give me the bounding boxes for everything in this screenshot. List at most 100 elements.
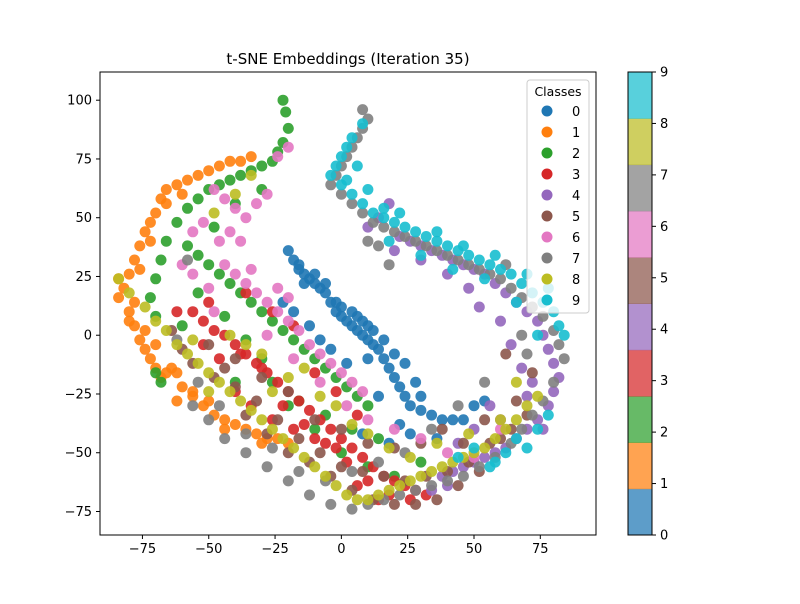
point-class-0 — [373, 343, 384, 355]
point-class-8 — [224, 386, 236, 398]
point-class-5 — [256, 372, 268, 383]
point-class-7 — [240, 428, 252, 440]
point-class-2 — [245, 296, 257, 308]
point-class-8 — [139, 301, 151, 313]
point-class-9 — [553, 320, 565, 332]
point-class-2 — [203, 259, 215, 271]
point-class-3 — [208, 325, 220, 336]
point-class-9 — [410, 226, 422, 238]
legend-label-9: 9 — [572, 294, 580, 309]
point-class-6 — [272, 306, 284, 318]
colorbar-segment-6 — [628, 210, 652, 258]
y-axis: −75 −50 −25 0 25 50 75 100 — [65, 94, 100, 520]
point-class-9 — [457, 240, 469, 252]
point-class-7 — [346, 198, 358, 210]
point-class-3 — [288, 423, 300, 435]
point-class-8 — [203, 386, 215, 398]
point-class-8 — [510, 414, 522, 426]
y-tick-label: −25 — [65, 387, 92, 402]
point-class-8 — [314, 390, 326, 402]
point-class-1 — [160, 184, 172, 195]
point-class-5 — [229, 353, 241, 365]
point-class-3 — [330, 442, 342, 454]
point-class-1 — [144, 216, 156, 228]
point-class-6 — [224, 226, 236, 238]
point-class-1 — [171, 367, 183, 379]
point-class-9 — [346, 188, 358, 200]
colorbar-frame — [627, 71, 653, 536]
point-class-6 — [261, 296, 273, 308]
point-class-8 — [113, 273, 125, 285]
point-class-7 — [373, 240, 384, 252]
point-class-9 — [357, 198, 369, 210]
point-class-5 — [293, 433, 305, 445]
point-class-6 — [325, 357, 337, 369]
point-class-2 — [182, 240, 193, 252]
point-class-9 — [505, 268, 517, 280]
point-class-8 — [330, 480, 342, 492]
point-class-2 — [280, 106, 292, 118]
point-class-0 — [426, 409, 438, 421]
point-class-5 — [410, 498, 422, 510]
point-class-0 — [383, 362, 395, 374]
point-class-4 — [521, 390, 533, 402]
point-class-2 — [282, 122, 294, 134]
point-class-3 — [320, 437, 331, 449]
point-class-2 — [192, 249, 204, 261]
point-class-0 — [304, 320, 315, 332]
point-class-8 — [431, 437, 443, 449]
x-tick-label: 50 — [466, 542, 483, 557]
point-class-8 — [346, 419, 358, 430]
point-class-1 — [150, 339, 162, 351]
point-class-3 — [335, 433, 347, 445]
point-class-9 — [489, 249, 501, 261]
point-class-2 — [256, 160, 268, 172]
point-class-1 — [134, 240, 146, 252]
point-class-6 — [203, 282, 215, 294]
point-class-7 — [526, 409, 538, 421]
point-class-7 — [346, 466, 358, 477]
point-class-7 — [426, 480, 438, 492]
point-class-2 — [155, 376, 167, 388]
point-class-6 — [442, 447, 453, 459]
point-class-3 — [213, 353, 225, 365]
point-class-1 — [245, 151, 257, 163]
colorbar-segment-1 — [628, 442, 652, 490]
point-class-9 — [346, 132, 358, 144]
point-class-7 — [505, 282, 517, 294]
point-class-8 — [436, 461, 448, 473]
point-class-2 — [235, 169, 247, 181]
point-class-5 — [378, 470, 390, 482]
point-class-7 — [420, 240, 432, 252]
colorbar-tick-label: 2 — [660, 426, 668, 441]
point-class-6 — [388, 423, 400, 435]
point-class-2 — [192, 287, 204, 299]
point-class-0 — [404, 400, 416, 412]
point-class-9 — [532, 423, 544, 435]
point-class-6 — [282, 141, 294, 153]
point-class-6 — [415, 433, 427, 445]
point-class-2 — [266, 315, 278, 327]
colorbar-tick-label: 9 — [660, 66, 668, 81]
point-class-3 — [272, 376, 284, 388]
point-class-9 — [335, 151, 347, 163]
point-class-8 — [489, 433, 501, 445]
point-class-9 — [484, 259, 496, 271]
point-class-6 — [261, 329, 273, 341]
point-class-3 — [293, 395, 305, 407]
point-class-0 — [293, 259, 305, 271]
point-class-0 — [415, 390, 427, 402]
colorbar-segment-0 — [628, 488, 652, 536]
point-class-6 — [245, 263, 257, 275]
legend-label-8: 8 — [572, 273, 580, 288]
point-class-7 — [373, 456, 384, 468]
point-class-6 — [304, 339, 315, 351]
legend-title: Classes — [534, 84, 581, 99]
point-class-8 — [213, 376, 225, 388]
colorbar-segment-4 — [628, 303, 652, 351]
point-class-1 — [139, 343, 151, 355]
point-class-8 — [182, 348, 193, 360]
point-class-2 — [362, 400, 374, 412]
